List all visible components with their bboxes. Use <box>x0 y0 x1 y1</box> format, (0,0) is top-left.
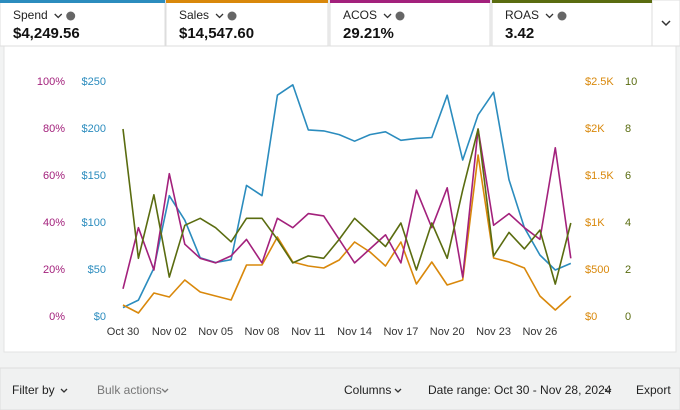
metric-card[interactable] <box>491 0 653 47</box>
y-tick-label: 8 <box>625 123 631 135</box>
filter-button[interactable]: Filter by <box>12 383 55 397</box>
y-tick-label: $2K <box>585 123 605 135</box>
metric-label: Spend <box>13 8 48 22</box>
info-icon <box>227 11 237 21</box>
y-tick-label: $500 <box>585 264 609 276</box>
x-tick-label: Oct 30 <box>107 326 139 338</box>
y-tick-label: $0 <box>585 311 597 323</box>
info-icon <box>66 11 76 21</box>
y-tick-label: 4 <box>625 217 631 229</box>
y-tick-label: 100% <box>37 76 65 88</box>
metric-card[interactable] <box>329 0 491 47</box>
y-tick-label: 80% <box>43 123 65 135</box>
x-tick-label: Nov 23 <box>476 326 511 338</box>
metric-card[interactable] <box>165 0 329 47</box>
info-icon <box>395 11 405 21</box>
date-range-button[interactable]: Date range: Oct 30 - Nov 28, 2024 <box>428 383 612 397</box>
chevron <box>161 388 169 393</box>
series-line <box>122 84 572 309</box>
x-tick-label: Nov 14 <box>337 326 372 338</box>
metric-label: Sales <box>179 8 209 22</box>
series-line <box>122 128 572 289</box>
metric-label: ROAS <box>505 8 539 22</box>
chevron <box>604 388 612 393</box>
x-tick-label: Nov 17 <box>383 326 418 338</box>
y-tick-label: $0 <box>94 311 106 323</box>
metric-value: 29.21% <box>343 25 394 42</box>
x-tick-label: Nov 26 <box>522 326 557 338</box>
x-tick-label: Nov 05 <box>198 326 233 338</box>
metric-card[interactable] <box>0 0 166 47</box>
y-tick-label: $2.5K <box>585 76 614 88</box>
y-tick-label: $1K <box>585 217 605 229</box>
card-accent <box>166 0 328 3</box>
metric-value: $14,547.60 <box>179 25 254 42</box>
expand-chevron[interactable] <box>661 20 671 27</box>
y-tick-label: 20% <box>43 264 65 276</box>
y-tick-label: 2 <box>625 264 631 276</box>
chevron <box>545 13 554 19</box>
chevron <box>60 388 68 393</box>
y-tick-label: 60% <box>43 170 65 182</box>
bulk-actions[interactable]: Bulk actions <box>97 383 162 397</box>
chevron <box>383 13 392 19</box>
metric-value: $4,249.56 <box>13 25 80 42</box>
y-tick-label: $1.5K <box>585 170 614 182</box>
toolbar <box>0 367 680 410</box>
expand-cell[interactable] <box>651 0 680 47</box>
metric-label: ACOS <box>343 8 377 22</box>
chart-panel <box>3 45 677 353</box>
x-tick-label: Nov 02 <box>152 326 187 338</box>
chevron <box>54 13 63 19</box>
export-button[interactable]: Export <box>636 383 671 397</box>
y-tick-label: $150 <box>82 170 106 182</box>
columns-button[interactable]: Columns <box>344 383 391 397</box>
y-tick-label: 0 <box>625 311 631 323</box>
series-line <box>122 128 572 285</box>
x-tick-label: Nov 20 <box>430 326 465 338</box>
y-tick-label: $100 <box>82 217 106 229</box>
y-tick-label: 0% <box>49 311 65 323</box>
chevron <box>215 13 224 19</box>
y-tick-label: 6 <box>625 170 631 182</box>
x-tick-label: Nov 11 <box>291 326 325 338</box>
card-accent <box>330 0 490 3</box>
card-accent <box>492 0 652 3</box>
metric-value: 3.42 <box>505 25 534 42</box>
chevron <box>394 388 402 393</box>
y-tick-label: $50 <box>88 264 106 276</box>
y-tick-label: 40% <box>43 217 65 229</box>
card-accent <box>0 0 165 3</box>
x-tick-label: Nov 08 <box>245 326 280 338</box>
info-icon <box>557 11 567 21</box>
y-tick-label: $250 <box>82 76 106 88</box>
y-tick-label: 10 <box>625 76 637 88</box>
y-tick-label: $200 <box>82 123 106 135</box>
